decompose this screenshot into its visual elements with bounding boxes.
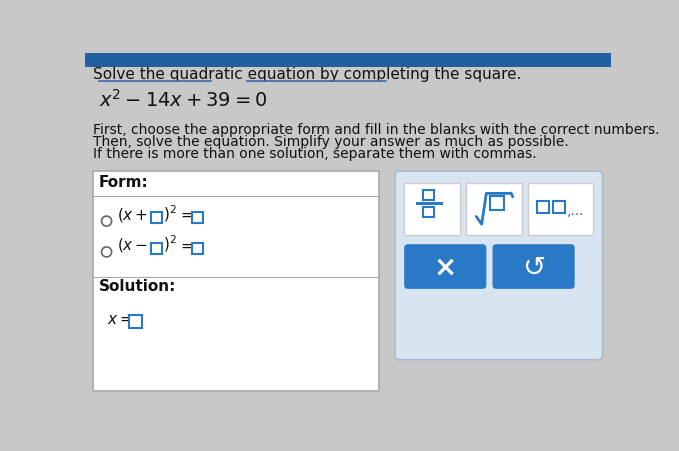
FancyBboxPatch shape <box>192 212 204 224</box>
FancyBboxPatch shape <box>423 191 434 201</box>
FancyBboxPatch shape <box>85 54 611 68</box>
FancyBboxPatch shape <box>536 202 549 214</box>
FancyBboxPatch shape <box>395 172 602 360</box>
Text: $=$: $=$ <box>178 237 194 252</box>
Text: ×: × <box>434 253 457 281</box>
Text: Form:: Form: <box>99 174 149 189</box>
FancyBboxPatch shape <box>129 315 142 328</box>
FancyBboxPatch shape <box>528 183 593 235</box>
FancyBboxPatch shape <box>151 212 162 224</box>
FancyBboxPatch shape <box>404 183 460 235</box>
Text: $x^2 - 14x + 39 = 0$: $x^2 - 14x + 39 = 0$ <box>99 88 267 110</box>
Text: $(x -$: $(x -$ <box>117 236 149 254</box>
Text: If there is more than one solution, separate them with commas.: If there is more than one solution, sepa… <box>92 147 536 161</box>
FancyBboxPatch shape <box>490 197 504 211</box>
FancyBboxPatch shape <box>466 183 522 235</box>
FancyBboxPatch shape <box>553 202 566 214</box>
Circle shape <box>102 216 111 226</box>
Text: $)^2$: $)^2$ <box>163 202 177 223</box>
FancyBboxPatch shape <box>192 243 204 255</box>
Text: $x =$: $x =$ <box>107 311 132 326</box>
Text: $(x +$: $(x +$ <box>117 205 149 223</box>
Text: First, choose the appropriate form and fill in the blanks with the correct numbe: First, choose the appropriate form and f… <box>92 122 659 136</box>
FancyBboxPatch shape <box>151 243 162 255</box>
Text: Then, solve the equation. Simplify your answer as much as possible.: Then, solve the equation. Simplify your … <box>92 134 568 148</box>
Circle shape <box>102 247 111 258</box>
FancyBboxPatch shape <box>492 244 574 289</box>
FancyBboxPatch shape <box>423 208 434 218</box>
Text: ↺: ↺ <box>522 253 545 281</box>
FancyBboxPatch shape <box>404 244 486 289</box>
Text: $)^2$: $)^2$ <box>163 233 177 254</box>
Text: Solution:: Solution: <box>99 279 176 294</box>
Text: Solve the quadratic equation by completing the square.: Solve the quadratic equation by completi… <box>92 67 521 82</box>
FancyBboxPatch shape <box>92 172 380 391</box>
Text: $=$: $=$ <box>178 207 194 221</box>
Text: ,...: ,... <box>567 203 585 217</box>
